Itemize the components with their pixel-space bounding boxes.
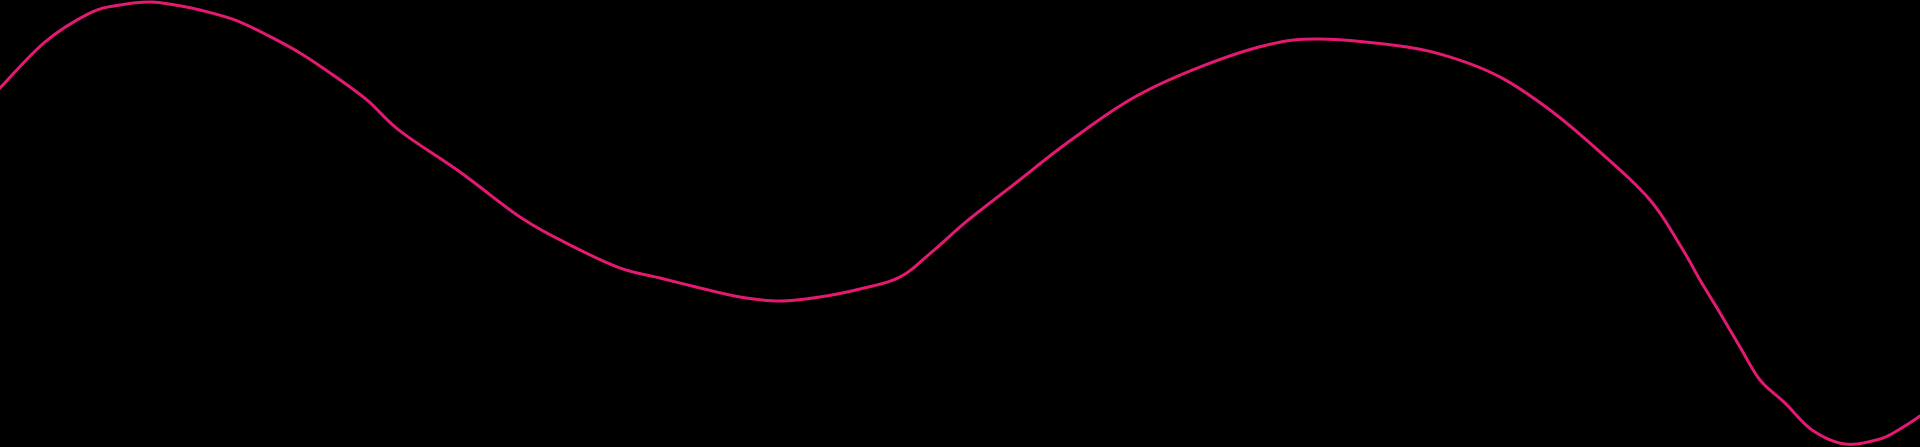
chart-canvas bbox=[0, 0, 1920, 447]
curve-plot bbox=[0, 0, 1920, 446]
curve-line bbox=[0, 0, 1920, 446]
